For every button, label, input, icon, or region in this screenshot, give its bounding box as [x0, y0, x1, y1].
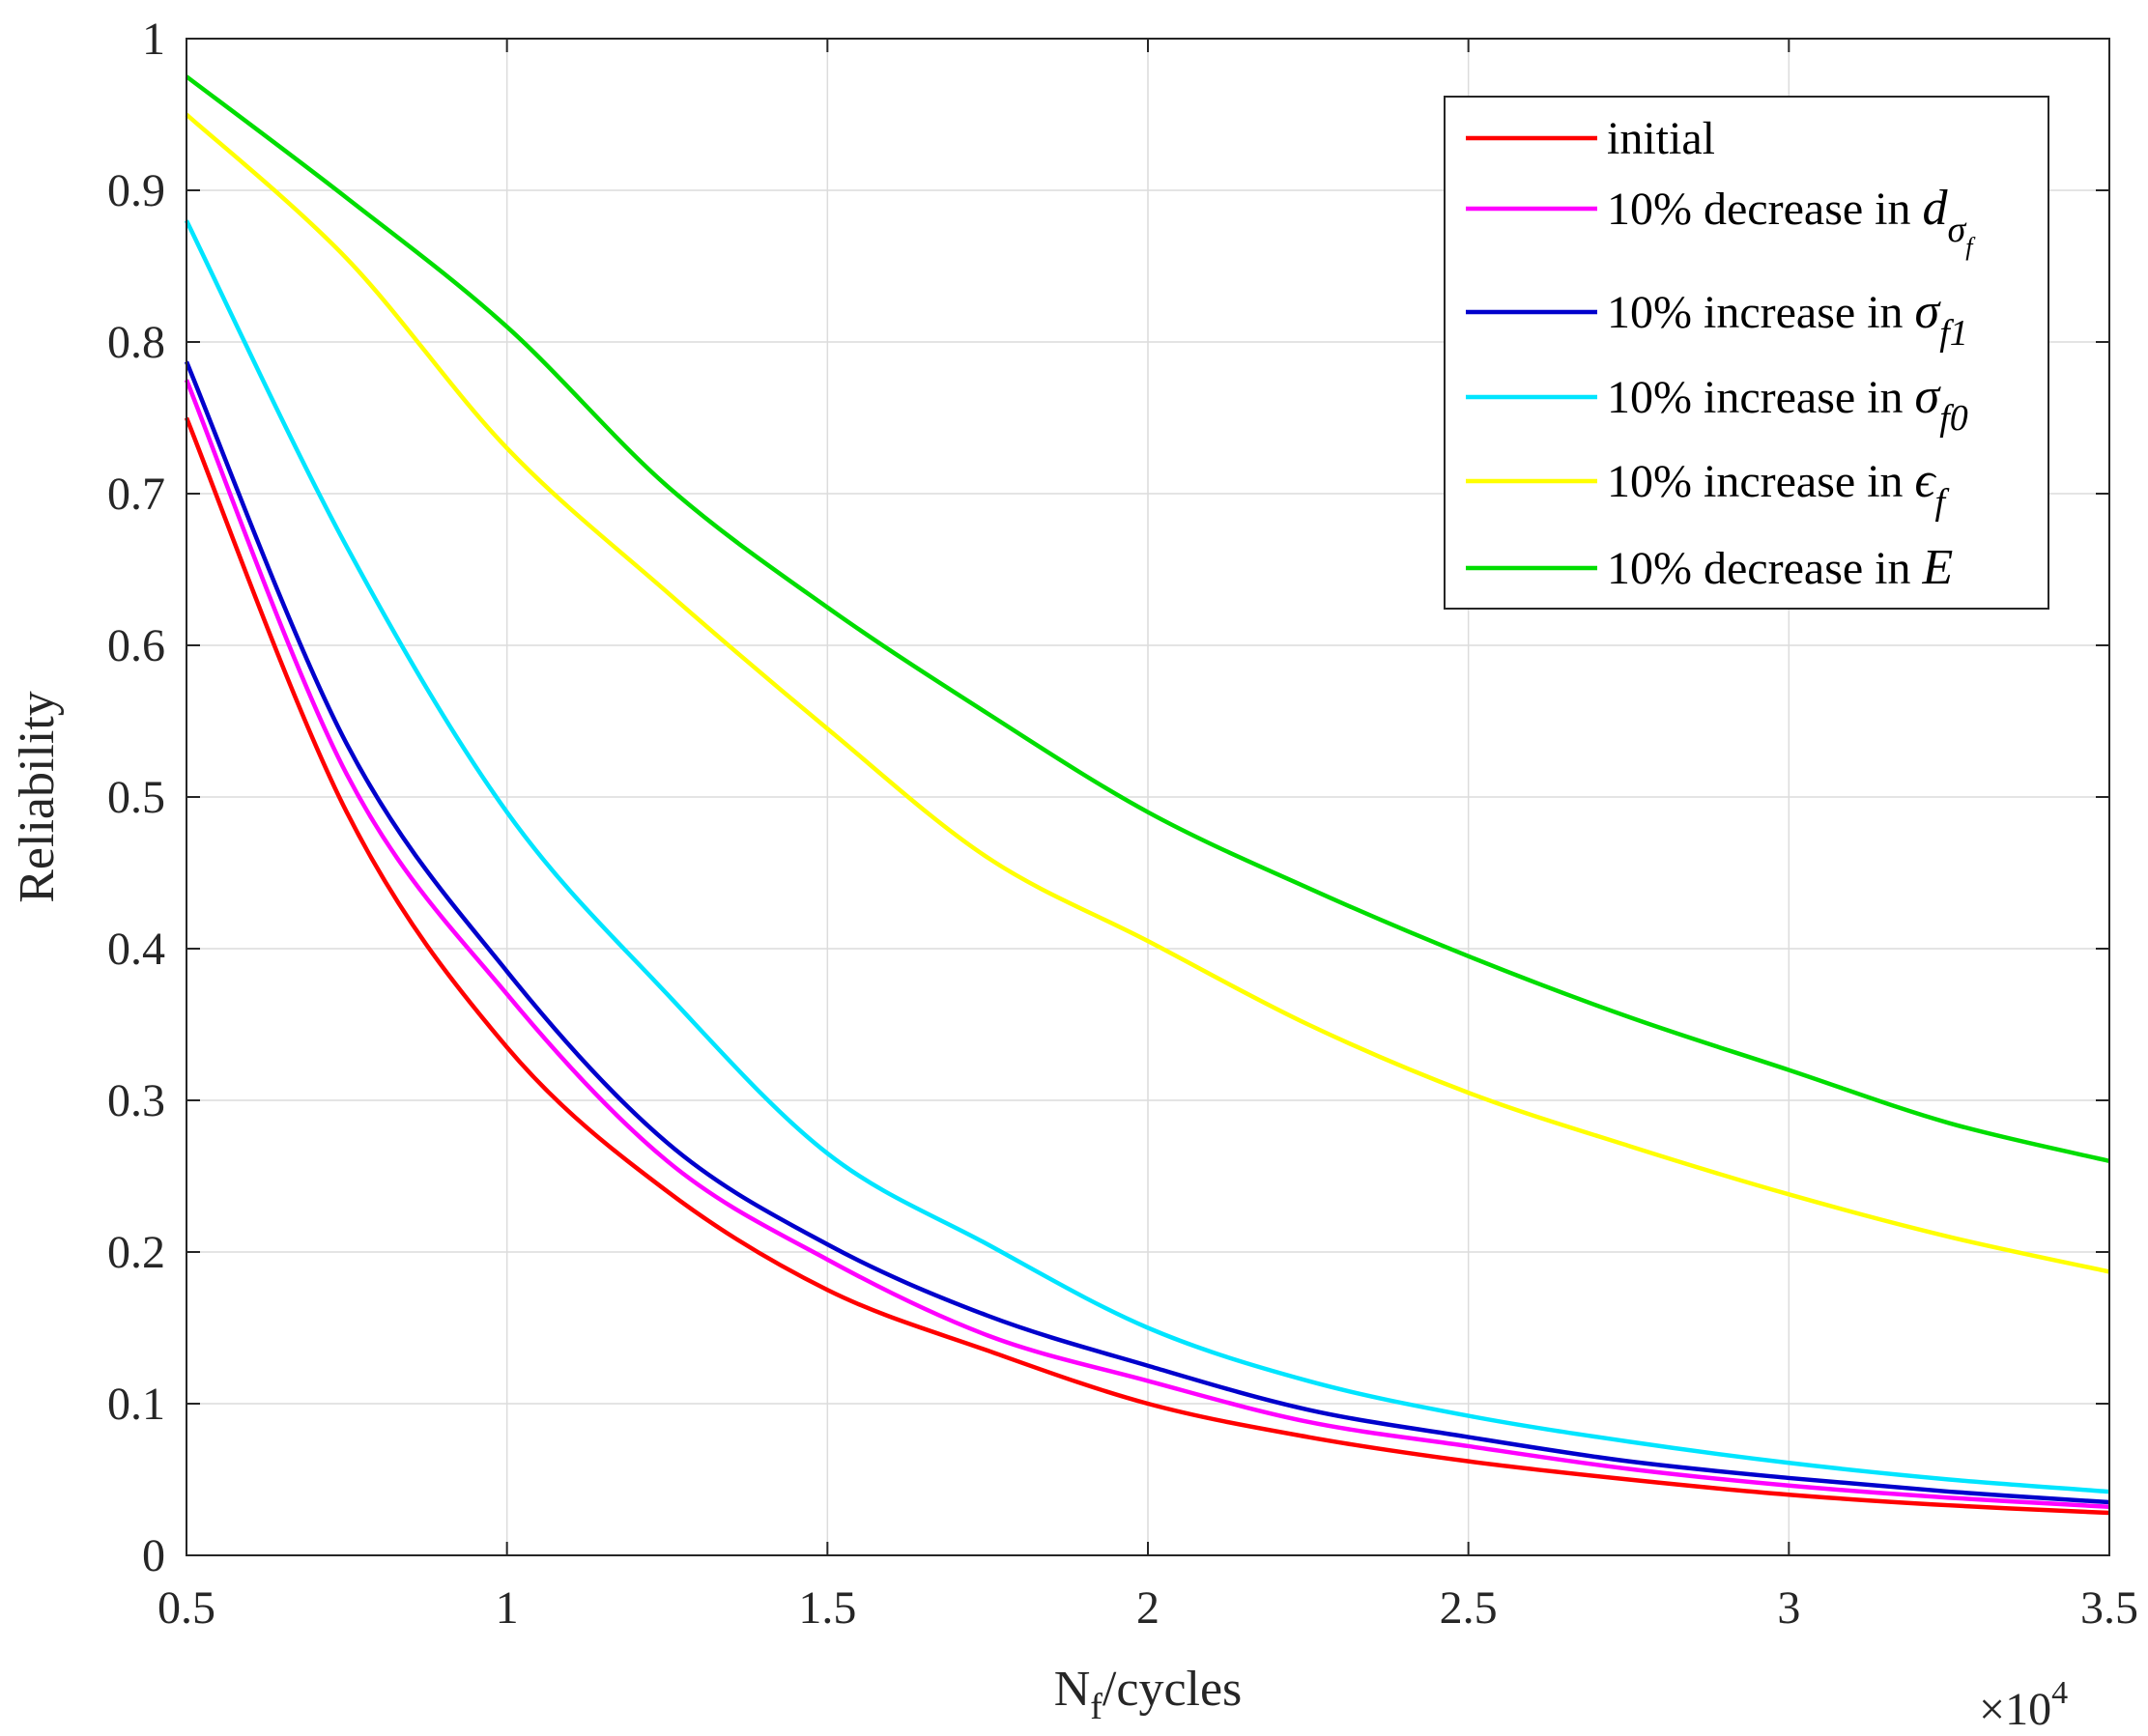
x-axis-label: Nf/cycles: [1054, 1662, 1243, 1727]
x-axis-multiplier-exponent: 4: [2051, 1675, 2068, 1711]
legend-entry-subscript: f0: [1939, 398, 1968, 439]
legend-entry-text: 10% increase in: [1607, 287, 1915, 338]
y-tick-label: 1: [142, 14, 165, 65]
x-axis-label-main: N: [1054, 1662, 1091, 1717]
legend-entry-symbol: ϵ: [1915, 453, 1937, 508]
series-line-10-increase-in-f1: [184, 360, 2110, 1505]
series-line-10-increase-in-f0: [184, 219, 2110, 1494]
legend-entry-text: 10% increase in: [1607, 372, 1915, 423]
legend-entry-symbol: E: [1922, 540, 1954, 595]
y-tick-label: 0.7: [107, 469, 165, 520]
series-line-initial: [184, 416, 2110, 1516]
y-tick-label: 0.9: [107, 165, 165, 216]
legend-entry-10-increase-in-f1: 10% increase in σf1: [1607, 284, 1968, 354]
legend-entry-subsubscript: f: [1965, 233, 1976, 261]
legend-entry-text: 10% decrease in: [1607, 543, 1923, 594]
axis-ticks: 0.5 1 1.5 2 2.5 3 3.5 0 0.1 0.2 0.3 0.4 0.5 0.6 0.7 0.8…: [107, 14, 2138, 1634]
y-tick-label: 0.1: [107, 1379, 165, 1430]
x-axis-label-unit: /cycles: [1103, 1662, 1242, 1717]
y-tick-label: 0.6: [107, 620, 165, 671]
legend-entry-initial: initial: [1607, 113, 1715, 164]
x-tick-label: 0.5: [158, 1582, 215, 1634]
series-line-10-increase-in-f: [185, 112, 2110, 1274]
y-axis-label: Reliability: [10, 691, 65, 903]
legend-entry-text: 10% decrease in: [1607, 184, 1923, 235]
x-tick-label: 1.5: [798, 1582, 856, 1634]
x-tick-label: 2: [1136, 1582, 1160, 1634]
x-tick-label: 2.5: [1440, 1582, 1498, 1634]
x-axis-label-subscript: f: [1090, 1687, 1103, 1727]
series-lines: [184, 74, 2110, 1516]
legend-entry-text: 10% increase in: [1607, 456, 1915, 507]
y-tick-label: 0: [142, 1530, 165, 1581]
x-tick-label: 1: [496, 1582, 519, 1634]
y-tick-label: 0.3: [107, 1075, 165, 1126]
legend-entry-subscript: f1: [1939, 313, 1968, 354]
x-tick-label: 3.5: [2080, 1582, 2138, 1634]
series-line-10-decrease-in-d-f: [184, 379, 2110, 1510]
legend-entry-subscript: σ: [1948, 210, 1967, 250]
x-axis-multiplier: ×104: [1979, 1675, 2068, 1735]
series-line-10-decrease-in-e: [185, 74, 2110, 1163]
legend-entry-10-decrease-in-e: 10% decrease in E: [1607, 540, 1953, 595]
legend-entry-10-decrease-in-d-f: 10% decrease in dσf: [1607, 181, 1976, 261]
y-tick-label: 0.5: [107, 772, 165, 823]
x-tick-label: 3: [1777, 1582, 1800, 1634]
legend-entry-symbol: σ: [1915, 284, 1942, 339]
x-axis-multiplier-base: ×10: [1979, 1684, 2051, 1735]
grid: [186, 39, 2109, 1555]
legend-entry-10-increase-in-f: 10% increase in ϵf: [1607, 453, 1950, 523]
legend-entry-symbol: d: [1923, 181, 1949, 236]
legend-entry-symbol: σ: [1915, 369, 1942, 424]
y-tick-label: 0.8: [107, 317, 165, 368]
y-tick-label: 0.2: [107, 1227, 165, 1278]
legend-entry-text: initial: [1607, 113, 1715, 164]
y-tick-label: 0.4: [107, 924, 165, 975]
legend-entry-10-increase-in-f0: 10% increase in σf0: [1607, 369, 1968, 439]
legend-box: [1444, 96, 2049, 610]
